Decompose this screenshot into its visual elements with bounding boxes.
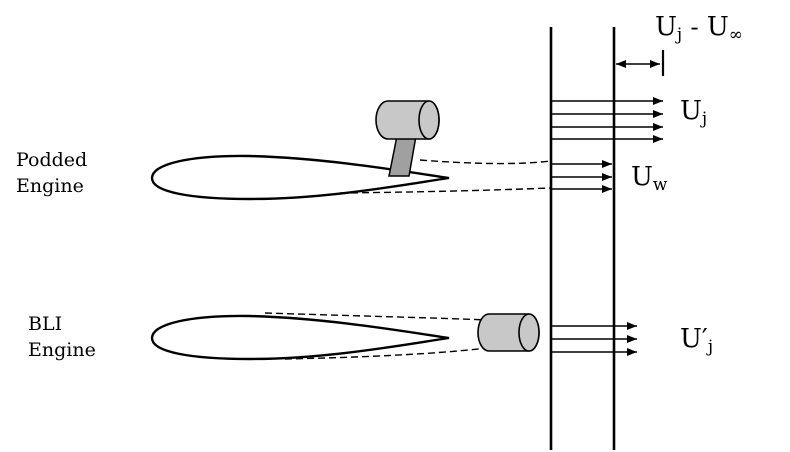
bli-engine-label: BLI Engine xyxy=(28,312,96,363)
wake-velocity-arrows xyxy=(551,160,612,193)
podded-engine-label: Podded Engine xyxy=(16,148,87,199)
jet-velocity-label: Uj xyxy=(680,96,708,129)
excess-velocity-dimension xyxy=(616,50,665,76)
podded-label-line2: Engine xyxy=(16,174,84,197)
bli-jet-velocity-label: U′j xyxy=(680,324,714,357)
wake-velocity-label: Uw xyxy=(631,162,668,195)
podded-airfoil xyxy=(150,154,450,201)
bli-ingestion-upper xyxy=(264,312,488,321)
bli-airfoil xyxy=(150,314,450,361)
podded-nacelle xyxy=(375,100,440,140)
bli-label-line1: BLI xyxy=(28,313,63,335)
jet-velocity-arrows xyxy=(551,97,663,143)
podded-wake-lower xyxy=(339,187,551,194)
excess-velocity-label: Uj - U∞ xyxy=(655,12,743,45)
bli-jet-arrows xyxy=(551,322,637,356)
podded-label-line1: Podded xyxy=(16,149,88,171)
bli-ingestion-lower xyxy=(284,347,488,360)
podded-pylon xyxy=(388,135,417,177)
podded-wake-upper xyxy=(419,159,551,165)
bli-nacelle xyxy=(477,313,540,352)
bli-label-line2: Engine xyxy=(28,338,96,361)
